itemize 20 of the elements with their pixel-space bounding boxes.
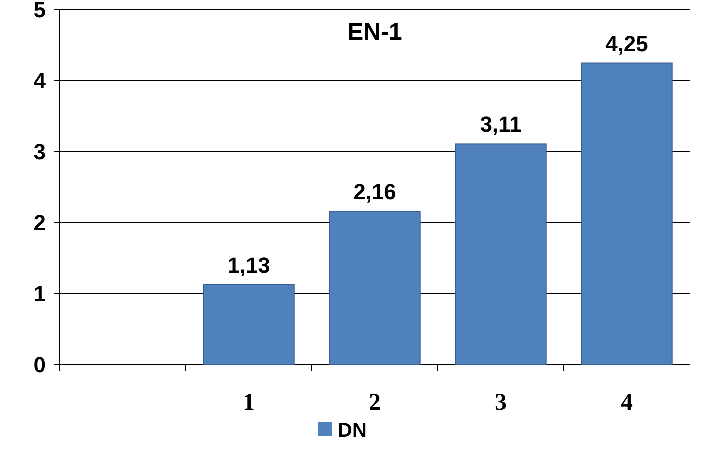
y-tick-label: 3	[34, 140, 46, 165]
y-tick-label: 0	[34, 352, 46, 378]
y-tick-label: 1	[34, 282, 46, 307]
data-label: 1,13	[228, 252, 270, 278]
chart-title: EN-1	[348, 19, 402, 46]
data-label: 2,16	[354, 180, 396, 205]
y-tick-label: 2	[34, 210, 46, 236]
bar	[455, 144, 547, 366]
bar	[329, 211, 421, 366]
y-tick-label: 5	[34, 0, 46, 23]
x-tick-label: 1	[243, 390, 255, 416]
data-label: 3,11	[480, 112, 522, 138]
legend-label: DN	[338, 420, 367, 442]
x-tick-label: 2	[369, 390, 381, 416]
data-label: 4,25	[606, 31, 648, 56]
bar	[203, 284, 295, 366]
bar	[581, 62, 673, 366]
x-tick-label: 3	[495, 390, 507, 416]
y-tick-label: 4	[34, 68, 47, 94]
x-tick-label: 4	[621, 390, 633, 416]
